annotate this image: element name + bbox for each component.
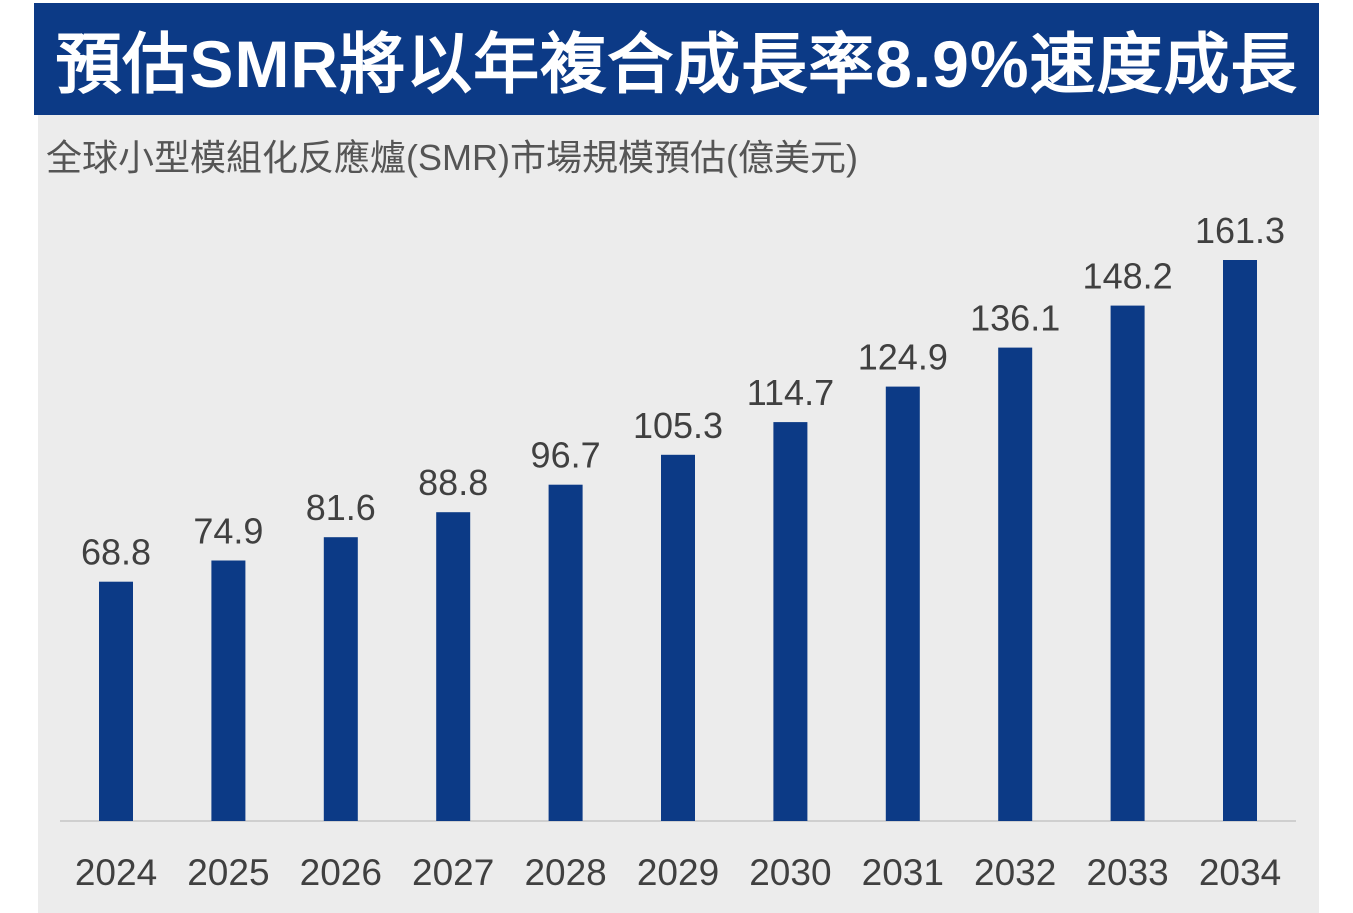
x-tick-label-2030: 2030 [749, 852, 831, 893]
value-label-2029: 105.3 [633, 405, 723, 446]
chart-title: 預估SMR將以年複合成長率8.9%速度成長 [55, 27, 1298, 101]
value-label-2030: 114.7 [747, 372, 834, 413]
bar-2024 [99, 581, 133, 821]
value-label-2024: 68.8 [81, 532, 151, 573]
value-label-2025: 74.9 [193, 511, 263, 552]
value-label-2028: 96.7 [531, 435, 601, 476]
bar-2026 [323, 537, 358, 821]
value-label-2034: 161.3 [1195, 210, 1285, 251]
x-tick-label-2031: 2031 [862, 852, 944, 893]
x-tick-label-2029: 2029 [637, 852, 719, 893]
value-label-2026: 81.6 [306, 487, 376, 528]
bar-2028 [548, 484, 583, 821]
value-label-2033: 148.2 [1083, 256, 1173, 297]
value-label-2027: 88.8 [418, 462, 488, 503]
x-tick-label-2034: 2034 [1199, 852, 1281, 893]
x-tick-label-2026: 2026 [300, 852, 382, 893]
x-tick-label-2033: 2033 [1086, 852, 1168, 893]
x-tick-label-2028: 2028 [524, 852, 606, 893]
chart-subtitle: 全球小型模組化反應爐(SMR)市場規模預估(億美元) [46, 137, 858, 178]
bar-2032 [998, 347, 1033, 821]
x-tick-label-2027: 2027 [412, 852, 494, 893]
bar-2029 [661, 454, 695, 821]
bar-2034 [1223, 260, 1257, 821]
bar-2025 [211, 560, 246, 821]
title-banner: 預估SMR將以年複合成長率8.9%速度成長 [34, 3, 1319, 115]
x-tick-label-2032: 2032 [974, 852, 1056, 893]
bar-2033 [1110, 305, 1145, 822]
chart-panel: 全球小型模組化反應爐(SMR)市場規模預估(億美元) 68.8 2024 74.9 2… [38, 115, 1319, 913]
value-label-2032: 136.1 [970, 298, 1060, 339]
bar-2031 [885, 386, 920, 821]
bar-2030 [773, 422, 808, 821]
x-tick-label-2025: 2025 [187, 852, 269, 893]
x-tick-label-2024: 2024 [75, 852, 157, 893]
bar-2027 [436, 512, 471, 821]
bar-chart: 68.8 2024 74.9 2025 81.6 2026 88.8 2027 96.7 2028… [60, 210, 1296, 893]
value-label-2031: 124.9 [858, 337, 948, 378]
